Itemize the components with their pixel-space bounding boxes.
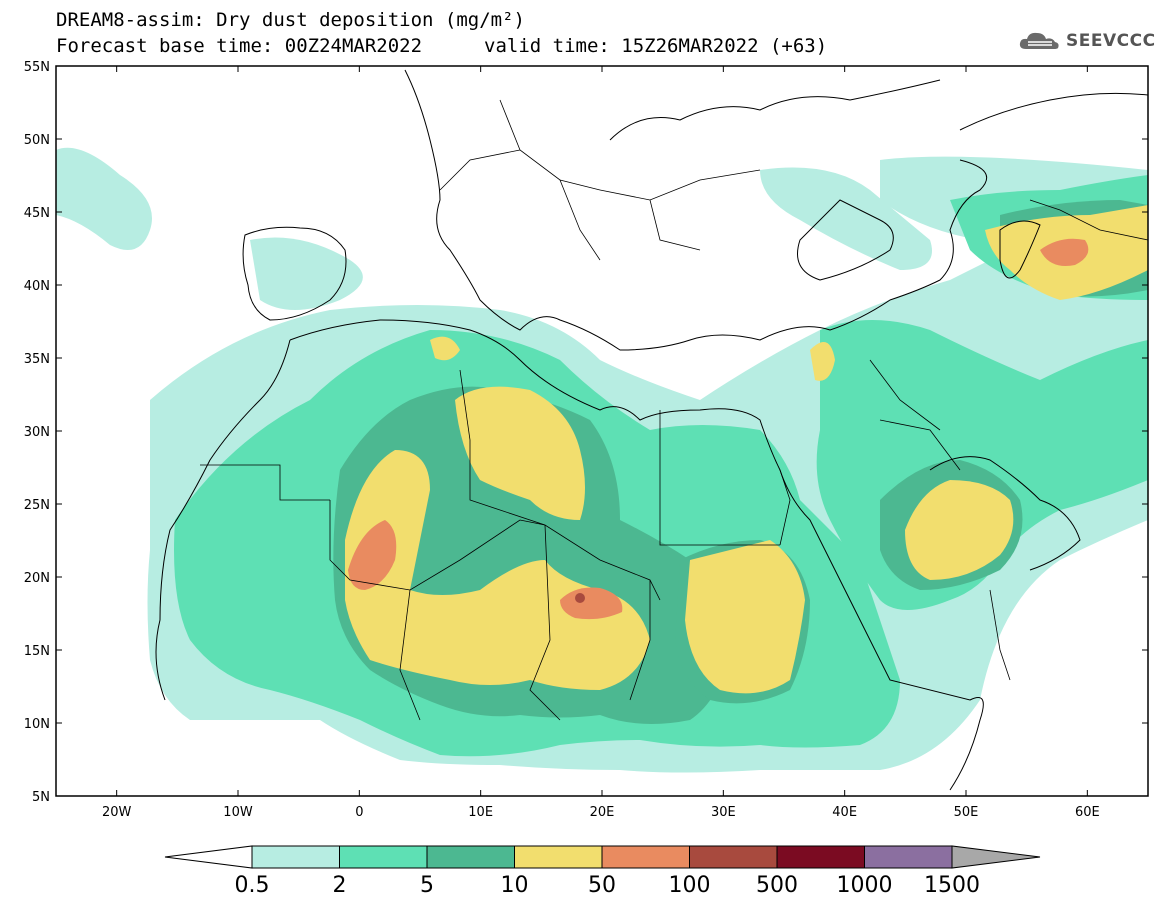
latitude-label: 55N [24,60,50,75]
color-bar-segment [601,845,690,869]
color-bar-labels: 0.5 2 5 10 50 100 500 1000 1500 [235,873,981,898]
color-bar-label: 10 [501,873,529,898]
color-bar-label: 0.5 [235,873,270,898]
coastlines [155,69,1148,791]
longitude-label: 60E [1075,805,1100,820]
country-borders [200,99,1148,721]
color-bar-over-arrow [951,845,1041,869]
longitude-label: 10E [468,805,493,820]
color-bar-segment [251,845,340,869]
seevccc-logo: SEEVCCC [1018,28,1156,54]
latitude-label: 40N [24,279,50,294]
latitude-label: 10N [24,717,50,732]
color-bar-label: 100 [669,873,711,898]
longitude-labels: 20W 10W 0 10E 20E 30E 40E 50E 60E [102,805,1100,820]
color-bar-label: 2 [333,873,347,898]
latitude-label: 50N [24,133,50,148]
color-bar-label: 1000 [837,873,893,898]
dust-field-100 [575,593,585,603]
color-bar-segment [426,845,515,869]
color-bar-label: 1500 [924,873,980,898]
longitude-label: 10W [223,805,253,820]
color-bar-segment [339,845,428,869]
longitude-label: 50E [954,805,979,820]
cloud-icon [1019,32,1059,49]
latitude-label: 30N [24,425,50,440]
forecast-base-time: Forecast base time: 00Z24MAR2022 [56,35,423,57]
latitude-label: 45N [24,206,50,221]
dust-field-50 [348,238,1089,620]
longitude-label: 20E [590,805,615,820]
longitude-label: 0 [355,805,363,820]
map-title: DREAM8-assim: Dry dust deposition (mg/m²… [56,9,525,31]
latitude-label: 5N [32,790,50,805]
color-bar-segment [864,845,953,869]
valid-time: valid time: 15Z26MAR2022 (+63) [484,35,828,57]
color-bar-segment [514,845,603,869]
logo-text: SEEVCCC [1066,31,1156,51]
color-bar-under-arrow [164,845,253,869]
color-bar-segment [776,845,865,869]
color-bar-segment [689,845,778,869]
latitude-label: 15N [24,644,50,659]
latitude-label: 35N [24,352,50,367]
color-bar-label: 500 [756,873,798,898]
color-bar [164,845,1041,869]
color-bar-label: 5 [420,873,434,898]
latitude-labels: 55N 50N 45N 40N 35N 30N 25N 20N 15N 10N 5N [24,60,50,805]
map-area [56,66,1148,796]
latitude-label: 20N [24,571,50,586]
longitude-label: 20W [102,805,132,820]
latitude-label: 25N [24,498,50,513]
longitude-label: 40E [832,805,857,820]
longitude-label: 30E [711,805,736,820]
axis-ticks [56,65,1148,797]
color-bar-label: 50 [588,873,616,898]
